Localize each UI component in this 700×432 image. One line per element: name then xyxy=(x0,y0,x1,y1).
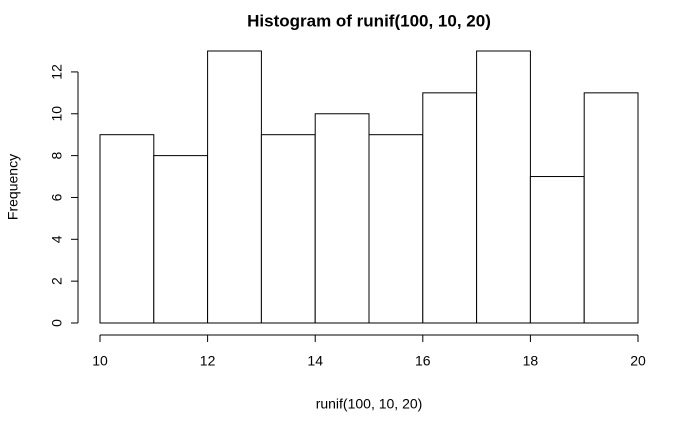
y-tick-label: 8 xyxy=(49,152,65,160)
x-tick-label: 18 xyxy=(523,353,539,369)
y-tick-label: 0 xyxy=(49,319,65,327)
bar xyxy=(529,176,585,324)
bar xyxy=(583,92,639,324)
bar xyxy=(422,92,478,324)
bar xyxy=(99,134,155,324)
x-tick-label: 16 xyxy=(415,353,431,369)
y-tick-label: 6 xyxy=(49,193,65,201)
x-tick-label: 14 xyxy=(307,353,323,369)
y-tick-label: 10 xyxy=(49,106,65,122)
x-tick-label: 12 xyxy=(200,353,216,369)
x-axis-label: runif(100, 10, 20) xyxy=(316,396,423,412)
y-tick-label: 12 xyxy=(49,64,65,80)
x-tick-label: 20 xyxy=(630,353,646,369)
bar xyxy=(476,50,531,324)
bar xyxy=(260,134,316,324)
bar xyxy=(153,155,209,324)
bar xyxy=(314,113,370,324)
y-tick-label: 2 xyxy=(49,277,65,285)
y-tick-label: 4 xyxy=(49,235,65,243)
bar xyxy=(207,50,262,324)
y-axis-label: Frequency xyxy=(5,154,21,220)
chart-title: Histogram of runif(100, 10, 20) xyxy=(247,11,491,30)
x-tick-label: 10 xyxy=(92,353,108,369)
bar xyxy=(368,134,424,324)
